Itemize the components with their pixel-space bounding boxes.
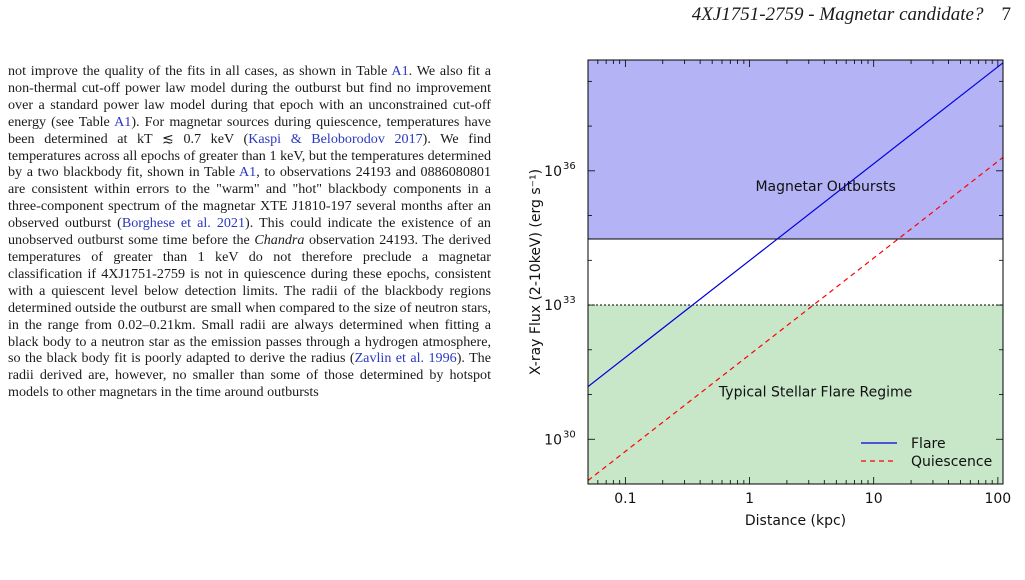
region-label: Typical Stellar Flare Regime bbox=[718, 384, 912, 400]
citation-link[interactable]: A1 bbox=[238, 164, 257, 181]
y-tick-label: 10 bbox=[544, 298, 562, 314]
text-run: ). This could indicate the existence of … bbox=[8, 215, 491, 249]
figure: Magnetar Outbursts Typical Stellar Flare … bbox=[520, 40, 1020, 540]
y-tick-base: 10 bbox=[544, 298, 562, 314]
region-label: Magnetar Outbursts bbox=[755, 179, 895, 195]
text-run: ). For magnetar sources during quiescenc… bbox=[8, 113, 492, 147]
x-tick-label: 0.1 bbox=[614, 491, 636, 507]
y-tick-exponent: 33 bbox=[563, 295, 576, 306]
plot-area bbox=[588, 60, 1003, 484]
y-tick-label: 10 bbox=[544, 164, 562, 180]
body-paragraph: not improve the quality of the fits in a… bbox=[8, 63, 491, 401]
text-run: not improve the quality of the fits in a… bbox=[8, 63, 392, 79]
citation-link[interactable]: A1 bbox=[114, 113, 132, 130]
citation-link[interactable]: Kaspi & Beloborodov 2017 bbox=[248, 130, 423, 147]
x-axis-label: Distance (kpc) bbox=[745, 513, 846, 529]
x-tick-label: 100 bbox=[984, 491, 1011, 507]
y-tick-exponent: 36 bbox=[563, 161, 576, 172]
text-run: observation 24193. The derived temperatu… bbox=[8, 232, 491, 367]
citation-link[interactable]: Zavlin et al. 1996 bbox=[354, 350, 457, 367]
text-run: ). We find temperatures across all epoch… bbox=[8, 130, 491, 181]
legend-label: Flare bbox=[911, 436, 946, 452]
legend-label: Quiescence bbox=[911, 454, 992, 470]
text-run: ). The radii derived are, however, no sm… bbox=[8, 350, 491, 401]
y-axis-label: X-ray Flux (2-10keV) (erg s⁻¹) bbox=[528, 169, 544, 375]
y-tick-exponent: 30 bbox=[563, 429, 576, 440]
legend-box bbox=[853, 431, 993, 477]
region-0 bbox=[588, 60, 1003, 239]
x-tick-label: 1 bbox=[745, 491, 754, 507]
y-tick-base: 10 bbox=[544, 432, 562, 448]
y-tick-base: 10 bbox=[544, 164, 562, 180]
page-number: 7 bbox=[1001, 4, 1012, 25]
italic-text: Chandra bbox=[254, 232, 305, 249]
running-title: 4XJ1751-2759 - Magnetar candidate? bbox=[691, 4, 984, 25]
citation-link[interactable]: Borghese et al. 2021 bbox=[121, 215, 246, 232]
text-run: . We also fit a non-thermal cut-off powe… bbox=[8, 63, 492, 130]
axes-frame bbox=[587, 59, 1004, 485]
text-run: , to observations 24193 and 0886080801 a… bbox=[8, 164, 492, 232]
x-tick-label: 10 bbox=[865, 491, 883, 507]
running-header: 4XJ1751-2759 - Magnetar candidate? 7 bbox=[692, 4, 1011, 26]
y-tick-label: 10 bbox=[544, 432, 562, 448]
citation-link[interactable]: A1 bbox=[391, 63, 409, 79]
series-flare-line bbox=[588, 62, 1003, 388]
flux-distance-chart: Magnetar Outbursts Typical Stellar Flare … bbox=[528, 59, 1011, 529]
series-quiescence-line bbox=[588, 156, 1003, 481]
